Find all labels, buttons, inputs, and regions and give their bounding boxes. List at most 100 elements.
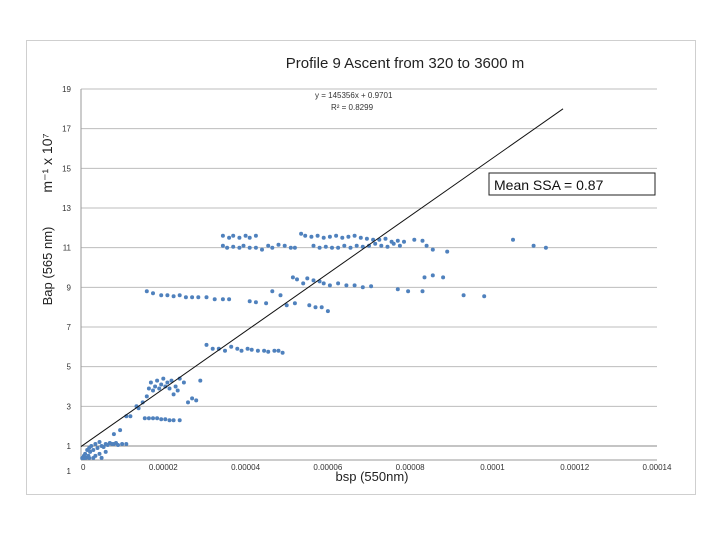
chart-frame: Profile 9 Ascent from 320 to 3600 m 19 17… (26, 40, 696, 495)
data-point (190, 295, 195, 300)
data-point (190, 396, 195, 401)
data-point (95, 446, 100, 450)
data-point (116, 443, 120, 447)
x-tick-label: 0.00006 (313, 463, 342, 472)
data-point (88, 449, 93, 454)
data-point (317, 245, 322, 250)
data-point (194, 398, 199, 403)
data-point (247, 245, 252, 250)
data-point (151, 291, 155, 296)
data-point (336, 281, 341, 286)
data-point (83, 451, 88, 456)
data-point (235, 346, 240, 351)
data-point (239, 348, 244, 353)
data-point (220, 233, 225, 238)
data-point (225, 245, 230, 250)
data-point (99, 455, 104, 460)
data-point (307, 303, 312, 308)
data-point (330, 245, 334, 250)
data-point (161, 376, 166, 381)
data-point (290, 275, 295, 280)
data-point (142, 416, 147, 421)
data-point (264, 301, 269, 306)
data-point (103, 449, 108, 454)
data-point (223, 348, 227, 353)
data-point (311, 243, 316, 248)
x-tick-label: 0.00008 (396, 463, 425, 472)
data-point (305, 276, 310, 281)
data-point (360, 285, 365, 290)
data-point (346, 234, 351, 239)
data-point (171, 392, 176, 397)
y-axis-units: m⁻¹ x 10⁷ (39, 133, 55, 192)
data-point (204, 295, 209, 300)
data-point (151, 416, 155, 421)
data-point (231, 233, 236, 238)
data-point (445, 249, 450, 254)
data-point (266, 243, 271, 248)
y-tick-label: 1 (67, 442, 72, 451)
data-point (406, 289, 411, 294)
data-point (237, 245, 242, 250)
data-point (91, 448, 96, 452)
data-point (282, 243, 287, 248)
data-point (430, 273, 435, 278)
data-point (204, 342, 209, 347)
data-point (183, 295, 188, 300)
data-point (87, 456, 92, 460)
data-point (148, 380, 153, 385)
data-point (159, 417, 164, 422)
data-point (313, 305, 318, 310)
data-point (342, 243, 347, 248)
data-point (157, 386, 162, 391)
data-point (159, 293, 164, 298)
data-point (231, 244, 236, 249)
y-tick-label: 15 (62, 164, 71, 173)
data-point (262, 348, 267, 353)
data-point (531, 243, 536, 248)
data-point (379, 243, 384, 248)
data-point (260, 247, 264, 252)
annotation-box (488, 172, 656, 196)
x-tick-label: 0.00014 (643, 463, 672, 472)
x-tick-label: 0.0001 (480, 463, 505, 472)
data-point (210, 346, 215, 351)
data-point (284, 303, 289, 308)
data-point (89, 444, 94, 448)
data-point (177, 418, 182, 423)
data-point (212, 297, 217, 302)
y-tick-label: 7 (67, 323, 72, 332)
data-point (270, 289, 275, 294)
x-tick-label: 0.00012 (560, 463, 589, 472)
data-point (278, 293, 283, 298)
data-point (167, 418, 172, 423)
scatter-chart: Profile 9 Ascent from 320 to 3600 m 1917… (39, 55, 672, 484)
data-point (144, 394, 149, 399)
data-point (358, 235, 363, 240)
data-point (196, 295, 201, 300)
data-point (420, 289, 425, 294)
data-point (177, 293, 182, 298)
data-point (319, 305, 324, 310)
data-point (364, 236, 369, 241)
x-tick-label: 0.00004 (231, 463, 260, 472)
data-point (340, 235, 345, 240)
data-point (543, 245, 548, 250)
y-axis-label: Bap (565 nm) (40, 227, 55, 306)
data-point (241, 243, 246, 248)
data-point (253, 233, 258, 238)
mean-ssa-annotation: Mean SSA = 0.87 (494, 177, 604, 193)
data-point (336, 245, 341, 250)
data-point (227, 297, 232, 302)
data-point (175, 388, 180, 393)
data-point (101, 445, 106, 449)
data-point (276, 242, 281, 247)
data-point (395, 238, 400, 243)
data-point (97, 440, 102, 444)
data-point (292, 245, 297, 250)
data-point (311, 278, 316, 283)
data-point (118, 428, 123, 433)
data-point (391, 241, 396, 246)
data-point (420, 238, 425, 243)
data-point (247, 235, 252, 240)
